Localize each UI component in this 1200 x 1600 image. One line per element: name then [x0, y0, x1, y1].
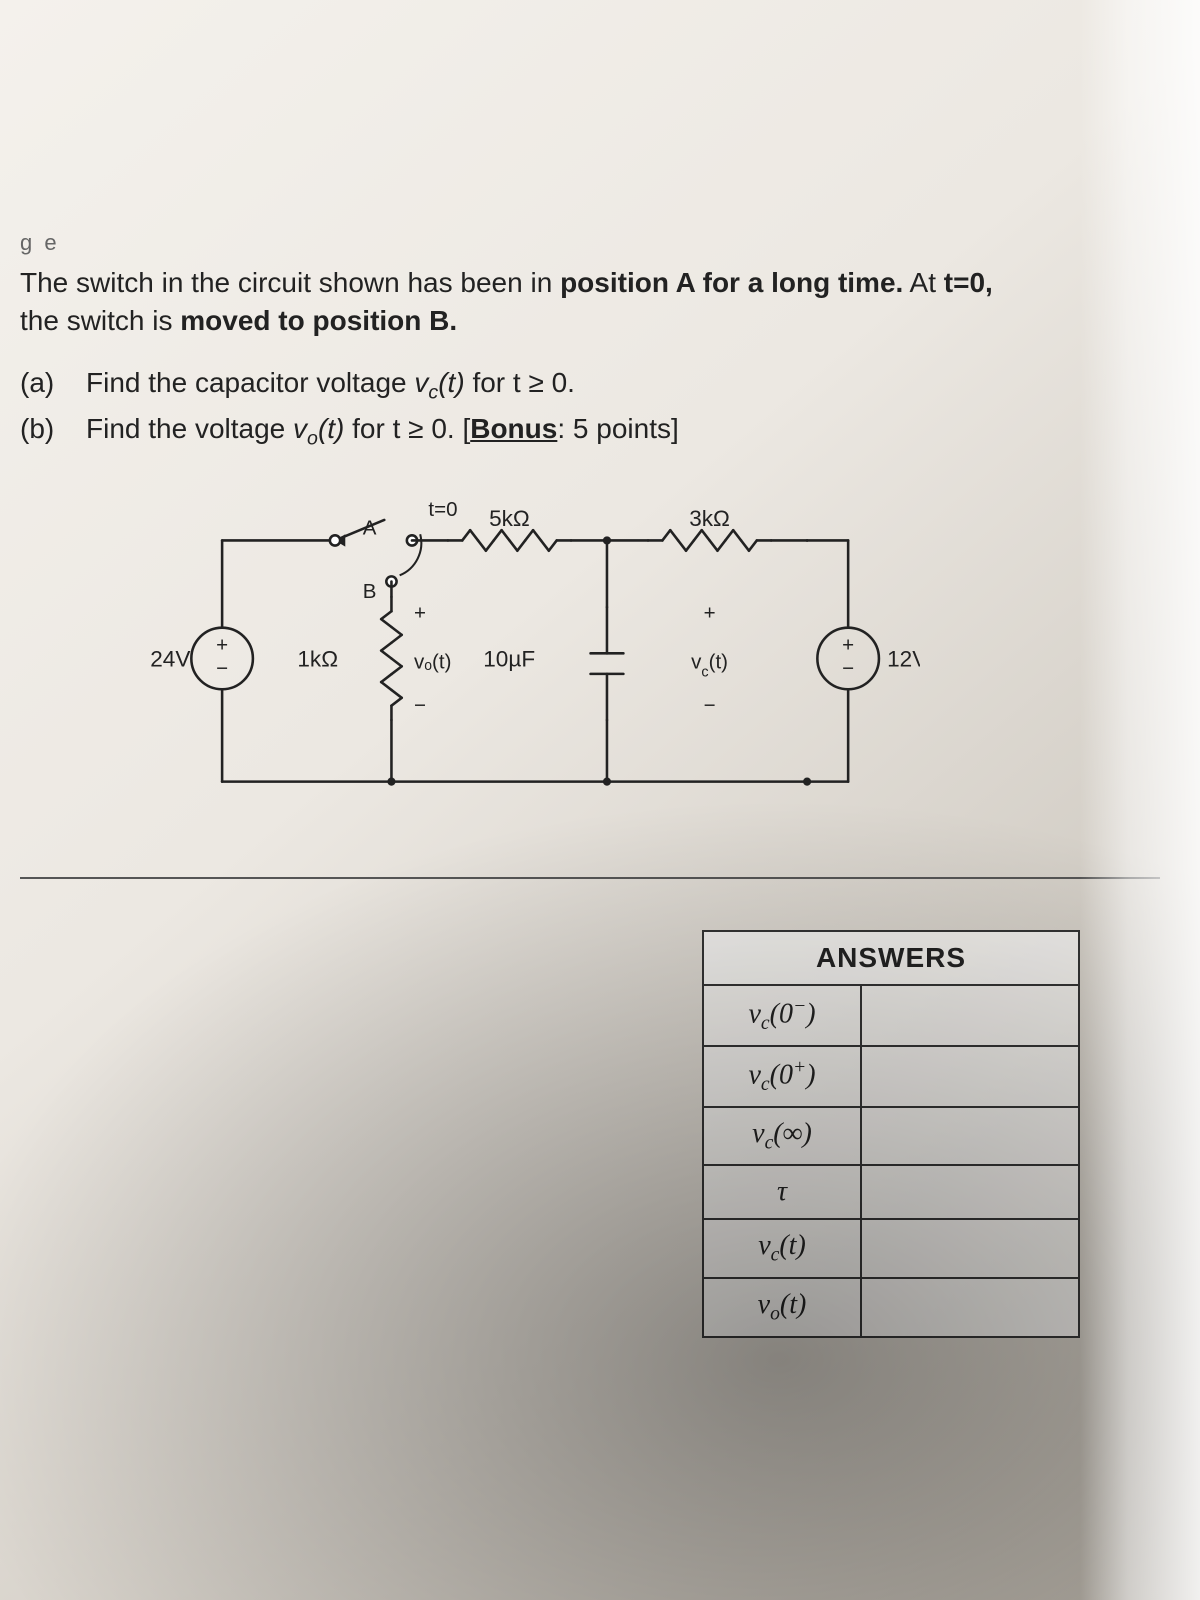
answer-name: vc(0−): [703, 985, 861, 1046]
stmt-bold-b: moved to position B.: [180, 305, 457, 336]
part-a-var: vc(t): [414, 367, 464, 398]
svg-text:+: +: [842, 633, 854, 656]
page: g e The switch in the circuit shown has …: [0, 0, 1200, 1600]
svg-text:3kΩ: 3kΩ: [689, 506, 730, 531]
answers-row: τ: [703, 1165, 1079, 1219]
part-b-row: (b) Find the voltage vo(t) for t ≥ 0. [B…: [20, 408, 1100, 454]
svg-text:+: +: [216, 633, 228, 656]
answer-value: [861, 1278, 1079, 1337]
stmt-mid: At: [910, 267, 944, 298]
part-b-var: vo(t): [293, 413, 344, 444]
answer-value: [861, 1107, 1079, 1166]
part-a-label: (a): [20, 362, 66, 408]
problem-content: g e The switch in the circuit shown has …: [0, 230, 1100, 879]
svg-text:1kΩ: 1kΩ: [297, 646, 338, 671]
divider: [20, 877, 1160, 879]
bonus-label: Bonus: [470, 413, 557, 444]
svg-text:24V: 24V: [150, 646, 190, 671]
stmt-pre: The switch in the circuit shown has been…: [20, 267, 560, 298]
svg-text:12V: 12V: [887, 646, 920, 671]
answer-name: vc(t): [703, 1219, 861, 1278]
svg-text:B: B: [363, 579, 377, 602]
answers-row: vc(0−): [703, 985, 1079, 1046]
answer-name: vo(t): [703, 1278, 861, 1337]
svg-text:10µF: 10µF: [483, 646, 535, 671]
stmt-bold-t0: t=0,: [944, 267, 993, 298]
answer-value: [861, 1165, 1079, 1219]
answers-header: ANSWERS: [703, 931, 1079, 985]
svg-text:vc(t): vc(t): [691, 650, 728, 680]
part-a-row: (a) Find the capacitor voltage vc(t) for…: [20, 362, 1100, 408]
svg-text:−: −: [216, 656, 228, 679]
answers-row: vc(0+): [703, 1046, 1079, 1107]
problem-statement: The switch in the circuit shown has been…: [20, 264, 1080, 340]
circuit-svg: +−24Vt=0AB5kΩ3kΩ+−12V1kΩ+vₒ(t)−10µF+vc(t…: [140, 484, 920, 823]
stmt-bold-a: position A for a long time.: [560, 267, 903, 298]
answers-row: vo(t): [703, 1278, 1079, 1337]
svg-text:+: +: [414, 601, 426, 624]
answer-value: [861, 1219, 1079, 1278]
svg-text:5kΩ: 5kΩ: [489, 506, 530, 531]
answers-table: ANSWERS vc(0−)vc(0+)vc(∞)τvc(t)vo(t): [702, 930, 1080, 1338]
svg-text:−: −: [842, 656, 854, 679]
svg-text:−: −: [414, 693, 426, 716]
svg-text:vₒ(t): vₒ(t): [414, 650, 451, 673]
svg-text:t=0: t=0: [428, 497, 457, 520]
answer-name: vc(∞): [703, 1107, 861, 1166]
svg-text:+: +: [704, 601, 716, 624]
page-fragment-label: g e: [20, 230, 1100, 256]
circuit-diagram: +−24Vt=0AB5kΩ3kΩ+−12V1kΩ+vₒ(t)−10µF+vc(t…: [140, 484, 920, 828]
part-b-text: Find the voltage vo(t) for t ≥ 0. [Bonus…: [86, 408, 679, 454]
answer-name: τ: [703, 1165, 861, 1219]
answers-row: vc(t): [703, 1219, 1079, 1278]
svg-text:A: A: [363, 516, 377, 539]
answer-name: vc(0+): [703, 1046, 861, 1107]
answers-row: vc(∞): [703, 1107, 1079, 1166]
part-b-label: (b): [20, 408, 66, 454]
answer-value: [861, 985, 1079, 1046]
answer-value: [861, 1046, 1079, 1107]
svg-text:−: −: [704, 693, 716, 716]
question-parts: (a) Find the capacitor voltage vc(t) for…: [20, 362, 1100, 454]
stmt-line2-pre: the switch is: [20, 305, 180, 336]
part-a-text: Find the capacitor voltage vc(t) for t ≥…: [86, 362, 575, 408]
